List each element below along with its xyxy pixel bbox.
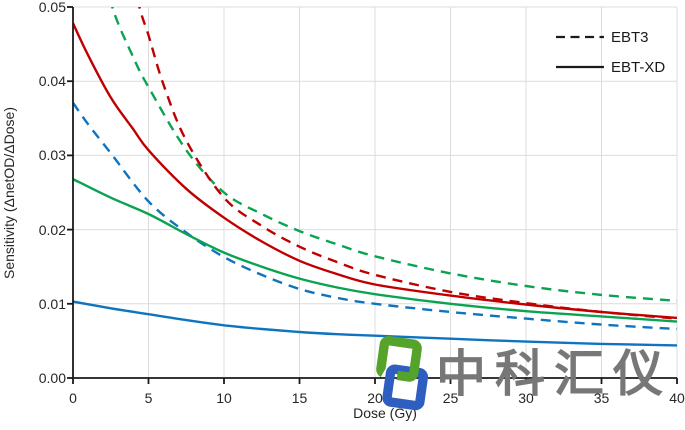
y-tick-label-0.05: 0.05 [39,0,66,15]
y-tick-label-0.01: 0.01 [39,296,66,312]
watermark-text: 中科汇仪 [436,346,672,402]
y-axis-title: Sensitivity (ΔnetOD/ΔDose) [1,107,17,279]
x-tick-label-10: 10 [216,390,232,406]
gridlines [73,6,678,378]
x-tick-label-40: 40 [669,390,685,406]
logo-blue-link [382,364,429,411]
x-tick-label-30: 30 [518,390,534,406]
x-tick-label-5: 5 [145,390,153,406]
x-axis-title: Dose (Gy) [353,405,417,421]
watermark-logo-icon [376,336,429,411]
legend-label-ebtxd: EBT-XD [611,59,665,76]
series-ebtxd-blue-curve [73,300,677,347]
series-ebtxd-red-curve [73,22,677,320]
x-tick-label-0: 0 [69,390,77,406]
x-tick-label-15: 15 [292,390,308,406]
series-ebtxd-green-curve [73,178,677,323]
data-curves [73,7,677,347]
series-ebt3-blue-curve [73,102,677,331]
y-tick-label-0.04: 0.04 [39,73,66,89]
y-tick-label-0.03: 0.03 [39,147,66,163]
x-tick-label-25: 25 [443,390,459,406]
watermark: 中科汇仪 [376,336,672,411]
legend-label-ebt3: EBT3 [611,29,649,46]
y-tick-label-0.02: 0.02 [39,222,66,238]
legend: EBT3 EBT-XD [556,29,665,76]
y-tick-label-0.00: 0.00 [39,370,66,386]
series-ebt3-red-curve [138,7,677,320]
logo-green-link [376,336,422,382]
tick-marks [67,6,678,384]
series-ebt3-green-curve [111,7,677,302]
x-tick-label-20: 20 [367,390,383,406]
axes [67,6,678,384]
x-tick-label-35: 35 [594,390,610,406]
